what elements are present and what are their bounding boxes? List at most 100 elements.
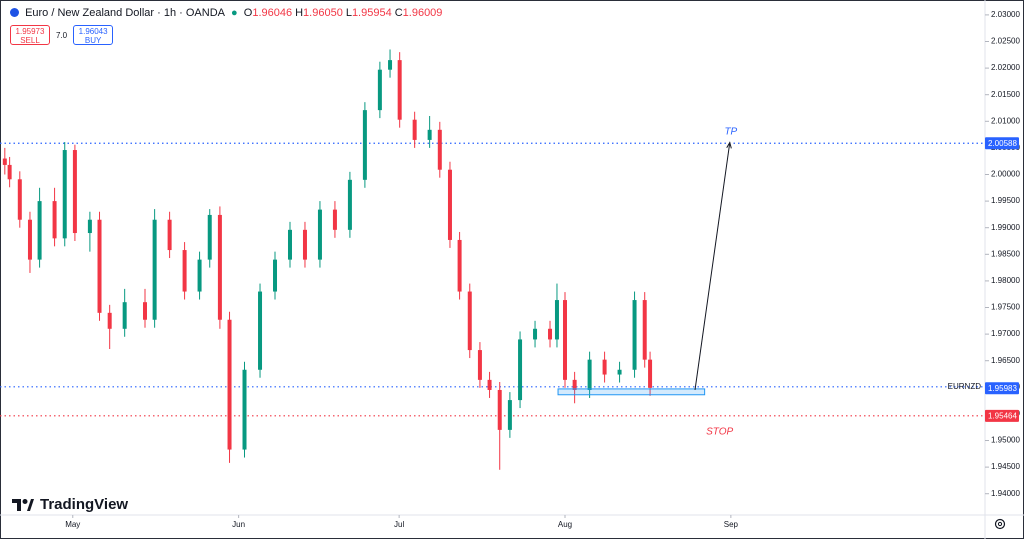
- candle-body: [207, 214, 212, 260]
- candle-body: [602, 359, 607, 375]
- y-tick-label: 1.98500: [991, 249, 1020, 258]
- candle-body: [142, 302, 147, 320]
- candle-body: [457, 239, 462, 292]
- entry-zone: [557, 388, 706, 396]
- price-tag-label: 1.95464: [988, 411, 1017, 420]
- candle-body: [182, 250, 187, 292]
- y-tick-label: 1.98000: [991, 276, 1020, 285]
- candle-body: [72, 150, 77, 234]
- candle-body: [258, 291, 263, 370]
- candle-body: [572, 379, 577, 390]
- ohlc-value: 1.96009: [402, 7, 443, 19]
- ohlc-value: 1.96050: [303, 7, 343, 19]
- candle-body: [427, 129, 432, 140]
- candle-body: [273, 259, 278, 292]
- y-tick-label: 2.03000: [991, 10, 1020, 19]
- candle-body: [617, 369, 622, 375]
- logo[interactable]: TradingView: [12, 496, 128, 513]
- annotation: TP: [724, 127, 737, 138]
- header: Euro / New Zealand Dollar · 1h · OANDA ●…: [10, 7, 448, 19]
- y-tick-label: 2.00000: [991, 170, 1020, 179]
- candle-body: [242, 369, 247, 450]
- price-tag-label: 1.95983: [988, 384, 1017, 393]
- ohlc-key: C: [394, 7, 403, 19]
- logo-text: TradingView: [40, 496, 129, 513]
- ohlc-key: L: [345, 7, 352, 19]
- candle-body: [167, 219, 172, 251]
- settings-icon[interactable]: [994, 518, 1006, 530]
- y-tick-label: 1.97500: [991, 303, 1020, 312]
- candle-body: [548, 328, 553, 340]
- candle-body: [648, 359, 653, 388]
- ohlc-value: 1.96046: [252, 7, 293, 19]
- y-tick-label: 1.99000: [991, 223, 1020, 232]
- x-tick-label: Jun: [232, 520, 245, 529]
- y-tick-label: 1.95000: [991, 436, 1020, 445]
- candle-body: [397, 60, 402, 120]
- status-dot: ●: [231, 7, 238, 19]
- symbol-icon: [10, 8, 19, 17]
- candle-body: [347, 179, 352, 230]
- price-line-name: EURNZD: [948, 382, 982, 391]
- annotation: STOP: [706, 427, 733, 438]
- candle-body: [467, 291, 472, 351]
- y-tick-label: 1.94500: [991, 462, 1020, 471]
- ohlc-value: 1.95954: [351, 7, 392, 19]
- ohlc-key: H: [295, 7, 304, 19]
- price-tag: [985, 137, 1019, 150]
- candle-body: [587, 359, 592, 390]
- candle-body: [497, 389, 502, 430]
- x-tick-label: Sep: [724, 520, 739, 529]
- candle-body: [437, 129, 442, 170]
- candle-body: [197, 259, 202, 292]
- y-tick-label: 2.01000: [991, 116, 1020, 125]
- candle-body: [317, 209, 322, 260]
- candle-body: [7, 164, 12, 180]
- ohlc-key: O: [243, 7, 253, 19]
- candle-body: [507, 400, 512, 430]
- candle-body: [302, 229, 307, 260]
- candle-body: [62, 150, 67, 239]
- candle-body: [562, 300, 567, 380]
- symbol-title: Euro / New Zealand Dollar · 1h · OANDA: [25, 7, 225, 19]
- candle-body: [52, 201, 57, 239]
- sell-label: SELL: [20, 36, 40, 45]
- x-tick-label: Jul: [394, 520, 404, 529]
- candle-body: [377, 69, 382, 111]
- y-tick-label: 2.02000: [991, 63, 1020, 72]
- candle-body: [554, 300, 559, 340]
- candle-body: [227, 319, 232, 450]
- candle-body: [87, 219, 92, 234]
- trade-buttons: 1.95973 SELL 7.0 1.96043 BUY: [10, 25, 114, 45]
- candle-body: [17, 179, 22, 220]
- price-tag: [985, 382, 1019, 395]
- buy-price: 1.96043: [78, 27, 108, 36]
- sell-button[interactable]: 1.95973 SELL: [10, 25, 50, 45]
- buy-label: BUY: [84, 36, 102, 45]
- x-tick-label: Aug: [558, 520, 572, 529]
- candle-body: [388, 60, 393, 70]
- buy-button[interactable]: 1.96043 BUY: [73, 25, 114, 45]
- candle-body: [217, 214, 222, 320]
- candle-body: [97, 219, 102, 313]
- candle-body: [152, 219, 157, 320]
- ohlc: O1.96046 H1.96050 L1.95954 C1.96009: [244, 7, 446, 19]
- target-arrow: [694, 142, 731, 391]
- candle-body: [412, 119, 417, 140]
- y-tick-label: 2.01500: [991, 90, 1020, 99]
- candle-body: [518, 339, 523, 401]
- y-tick-label: 1.94000: [991, 489, 1020, 498]
- y-tick-label: 1.96500: [991, 356, 1020, 365]
- y-tick-label: 2.02500: [991, 37, 1020, 46]
- candle-body: [362, 110, 367, 180]
- candle-body: [122, 302, 127, 329]
- sell-price: 1.95973: [15, 27, 45, 36]
- candle-body: [632, 300, 637, 370]
- candle-body: [533, 328, 538, 340]
- candle-body: [477, 350, 482, 380]
- logo-mark: [12, 498, 34, 511]
- price-tag-label: 2.00588: [988, 139, 1017, 148]
